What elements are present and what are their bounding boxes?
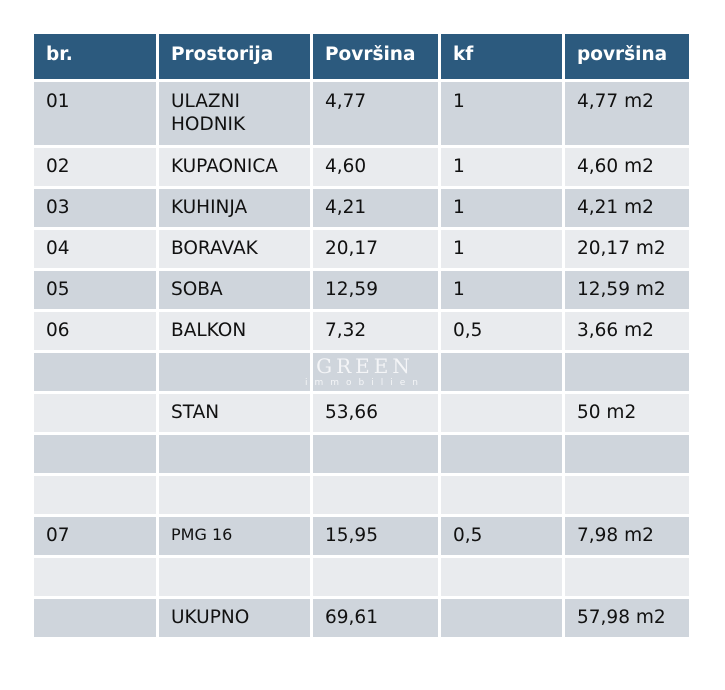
cell-number: 03 [34, 189, 156, 227]
table-row [34, 435, 689, 473]
cell-number [34, 599, 156, 637]
cell-area: 4,60 [313, 148, 438, 186]
cell-area: 69,61 [313, 599, 438, 637]
table-row: 06 BALKON 7,32 0,5 3,66 m2 [34, 312, 689, 350]
cell-area [313, 353, 438, 391]
cell-number: 02 [34, 148, 156, 186]
cell-area: 15,95 [313, 517, 438, 555]
table-row [34, 353, 689, 391]
cell-coefficient [441, 558, 562, 596]
cell-number [34, 476, 156, 514]
cell-number [34, 353, 156, 391]
table-row: 07 PMG 16 15,95 0,5 7,98 m2 [34, 517, 689, 555]
table-row [34, 476, 689, 514]
header-coefficient: kf [441, 34, 562, 79]
cell-room: KUHINJA [159, 189, 310, 227]
cell-coefficient [441, 476, 562, 514]
cell-coefficient [441, 599, 562, 637]
cell-room: ULAZNI HODNIK [159, 82, 310, 145]
cell-net-area: 57,98 m2 [565, 599, 689, 637]
cell-coefficient [441, 435, 562, 473]
cell-coefficient: 1 [441, 189, 562, 227]
table-row: 04 BORAVAK 20,17 1 20,17 m2 [34, 230, 689, 268]
cell-coefficient: 0,5 [441, 312, 562, 350]
table-row: 01 ULAZNI HODNIK 4,77 1 4,77 m2 [34, 82, 689, 145]
table-row: STAN 53,66 50 m2 [34, 394, 689, 432]
cell-number: 05 [34, 271, 156, 309]
cell-coefficient [441, 394, 562, 432]
cell-area [313, 476, 438, 514]
cell-net-area: 20,17 m2 [565, 230, 689, 268]
cell-number: 01 [34, 82, 156, 145]
cell-room: STAN [159, 394, 310, 432]
cell-area: 7,32 [313, 312, 438, 350]
cell-room: SOBA [159, 271, 310, 309]
table-row [34, 558, 689, 596]
cell-room [159, 558, 310, 596]
cell-room: UKUPNO [159, 599, 310, 637]
header-row: br. Prostorija Površina kf površina [34, 34, 689, 79]
header-number: br. [34, 34, 156, 79]
table-row: 02 KUPAONICA 4,60 1 4,60 m2 [34, 148, 689, 186]
cell-number: 04 [34, 230, 156, 268]
table-row: 03 KUHINJA 4,21 1 4,21 m2 [34, 189, 689, 227]
cell-coefficient: 0,5 [441, 517, 562, 555]
room-area-table: br. Prostorija Površina kf površina 01 UL… [31, 31, 692, 640]
cell-room: BALKON [159, 312, 310, 350]
cell-net-area: 4,60 m2 [565, 148, 689, 186]
cell-net-area [565, 353, 689, 391]
cell-net-area: 4,21 m2 [565, 189, 689, 227]
cell-number: 06 [34, 312, 156, 350]
cell-coefficient: 1 [441, 82, 562, 145]
cell-number [34, 558, 156, 596]
cell-area [313, 558, 438, 596]
cell-area: 20,17 [313, 230, 438, 268]
cell-area [313, 435, 438, 473]
cell-net-area [565, 558, 689, 596]
cell-coefficient: 1 [441, 230, 562, 268]
cell-room: PMG 16 [159, 517, 310, 555]
cell-room: KUPAONICA [159, 148, 310, 186]
cell-net-area [565, 476, 689, 514]
table-row: UKUPNO 69,61 57,98 m2 [34, 599, 689, 637]
cell-net-area: 4,77 m2 [565, 82, 689, 145]
cell-net-area: 3,66 m2 [565, 312, 689, 350]
cell-coefficient [441, 353, 562, 391]
cell-net-area [565, 435, 689, 473]
header-room: Prostorija [159, 34, 310, 79]
header-area: Površina [313, 34, 438, 79]
cell-room: BORAVAK [159, 230, 310, 268]
cell-net-area: 12,59 m2 [565, 271, 689, 309]
cell-room [159, 353, 310, 391]
cell-net-area: 50 m2 [565, 394, 689, 432]
cell-number [34, 435, 156, 473]
cell-room [159, 476, 310, 514]
cell-coefficient: 1 [441, 271, 562, 309]
cell-area: 53,66 [313, 394, 438, 432]
cell-room [159, 435, 310, 473]
cell-coefficient: 1 [441, 148, 562, 186]
header-net-area: površina [565, 34, 689, 79]
cell-area: 4,21 [313, 189, 438, 227]
cell-area: 4,77 [313, 82, 438, 145]
cell-number [34, 394, 156, 432]
cell-net-area: 7,98 m2 [565, 517, 689, 555]
cell-area: 12,59 [313, 271, 438, 309]
table-row: 05 SOBA 12,59 1 12,59 m2 [34, 271, 689, 309]
cell-number: 07 [34, 517, 156, 555]
